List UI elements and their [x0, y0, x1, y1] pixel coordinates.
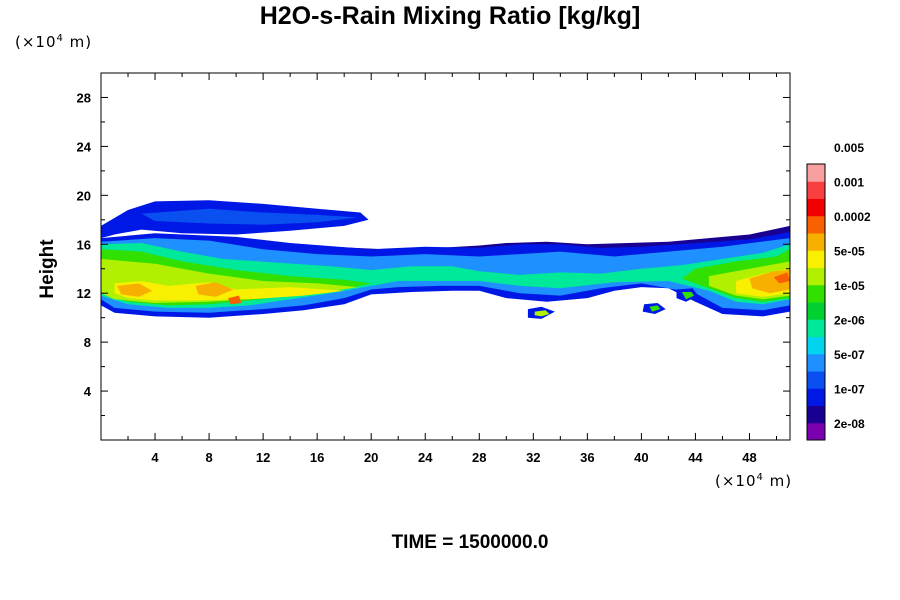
- contour-region-22: [681, 292, 695, 300]
- x-tick-label: 24: [418, 450, 433, 465]
- colorbar-swatch: [807, 164, 825, 182]
- x-tick-label: 32: [526, 450, 540, 465]
- contour-region-1: [141, 208, 358, 225]
- colorbar-label: 2e-08: [834, 417, 865, 431]
- colorbar-swatch: [807, 250, 825, 268]
- y-tick-label: 28: [77, 90, 91, 105]
- colorbar-label: 0.001: [834, 175, 864, 189]
- x-tick-label: 28: [472, 450, 486, 465]
- colorbar-swatch: [807, 215, 825, 234]
- colorbar-swatch: [807, 405, 825, 424]
- x-tick-label: 8: [205, 450, 212, 465]
- y-tick-label: 20: [77, 188, 91, 203]
- colorbar-swatch: [807, 353, 825, 372]
- x-tick-label: 4: [151, 450, 159, 465]
- y-tick-label: 16: [77, 237, 91, 252]
- colorbar-swatch: [807, 422, 825, 441]
- x-tick-label: 48: [742, 450, 756, 465]
- y-tick-label: 24: [77, 139, 92, 154]
- colorbar-swatch: [807, 284, 825, 303]
- colorbar-label: 1e-05: [834, 279, 865, 293]
- contour-region-16: [773, 272, 790, 284]
- plot-frame: [100, 72, 791, 441]
- contour-region-12: [117, 283, 153, 297]
- y-tick-label: 4: [84, 384, 92, 399]
- contour-region-20: [649, 305, 661, 312]
- x-tick-label: 12: [256, 450, 270, 465]
- colorbar-label: 5e-07: [834, 348, 865, 362]
- colorbar: 2e-08 1e-07 5e-07 2e-06 1e-05 5e-05 0.0002 0.00…: [806, 141, 871, 441]
- x-tick-label: 20: [364, 450, 378, 465]
- colorbar-label: 0.0002: [834, 210, 871, 224]
- contour-region-13: [195, 282, 234, 297]
- x-tick-label: 36: [580, 450, 594, 465]
- colorbar-label: 5e-05: [834, 244, 865, 258]
- colorbar-label: 2e-06: [834, 313, 865, 327]
- y-tick-label: 12: [77, 286, 91, 301]
- colorbar-swatch: [807, 336, 825, 355]
- colorbar-swatch: [807, 181, 825, 199]
- colorbar-swatch: [807, 198, 825, 217]
- time-footer: TIME = 1500000.0: [391, 532, 549, 553]
- colorbar-label: 0.005: [834, 141, 864, 155]
- colorbar-swatch: [807, 233, 825, 251]
- colorbar-swatch: [807, 371, 825, 389]
- x-axis-unit: (×104 m): [715, 472, 793, 490]
- x-tick-label: 44: [688, 450, 703, 465]
- colorbar-frame: [806, 163, 826, 441]
- colorbar-label: 1e-07: [834, 382, 865, 396]
- x-tick-label: 40: [634, 450, 648, 465]
- y-tick-label: 8: [84, 335, 91, 350]
- contour-region-15: [228, 295, 242, 305]
- x-tick-label: 16: [310, 450, 324, 465]
- colorbar-swatch: [807, 319, 825, 337]
- colorbar-swatch: [807, 267, 825, 286]
- y-axis-unit: (×104 m): [15, 33, 93, 51]
- chart-title: H2O-s-Rain Mixing Ratio [kg/kg]: [259, 2, 641, 30]
- data-regions: [101, 200, 791, 319]
- colorbar-swatch: [807, 388, 825, 406]
- colorbar-swatch: [807, 302, 825, 320]
- contour-region-18: [534, 310, 550, 317]
